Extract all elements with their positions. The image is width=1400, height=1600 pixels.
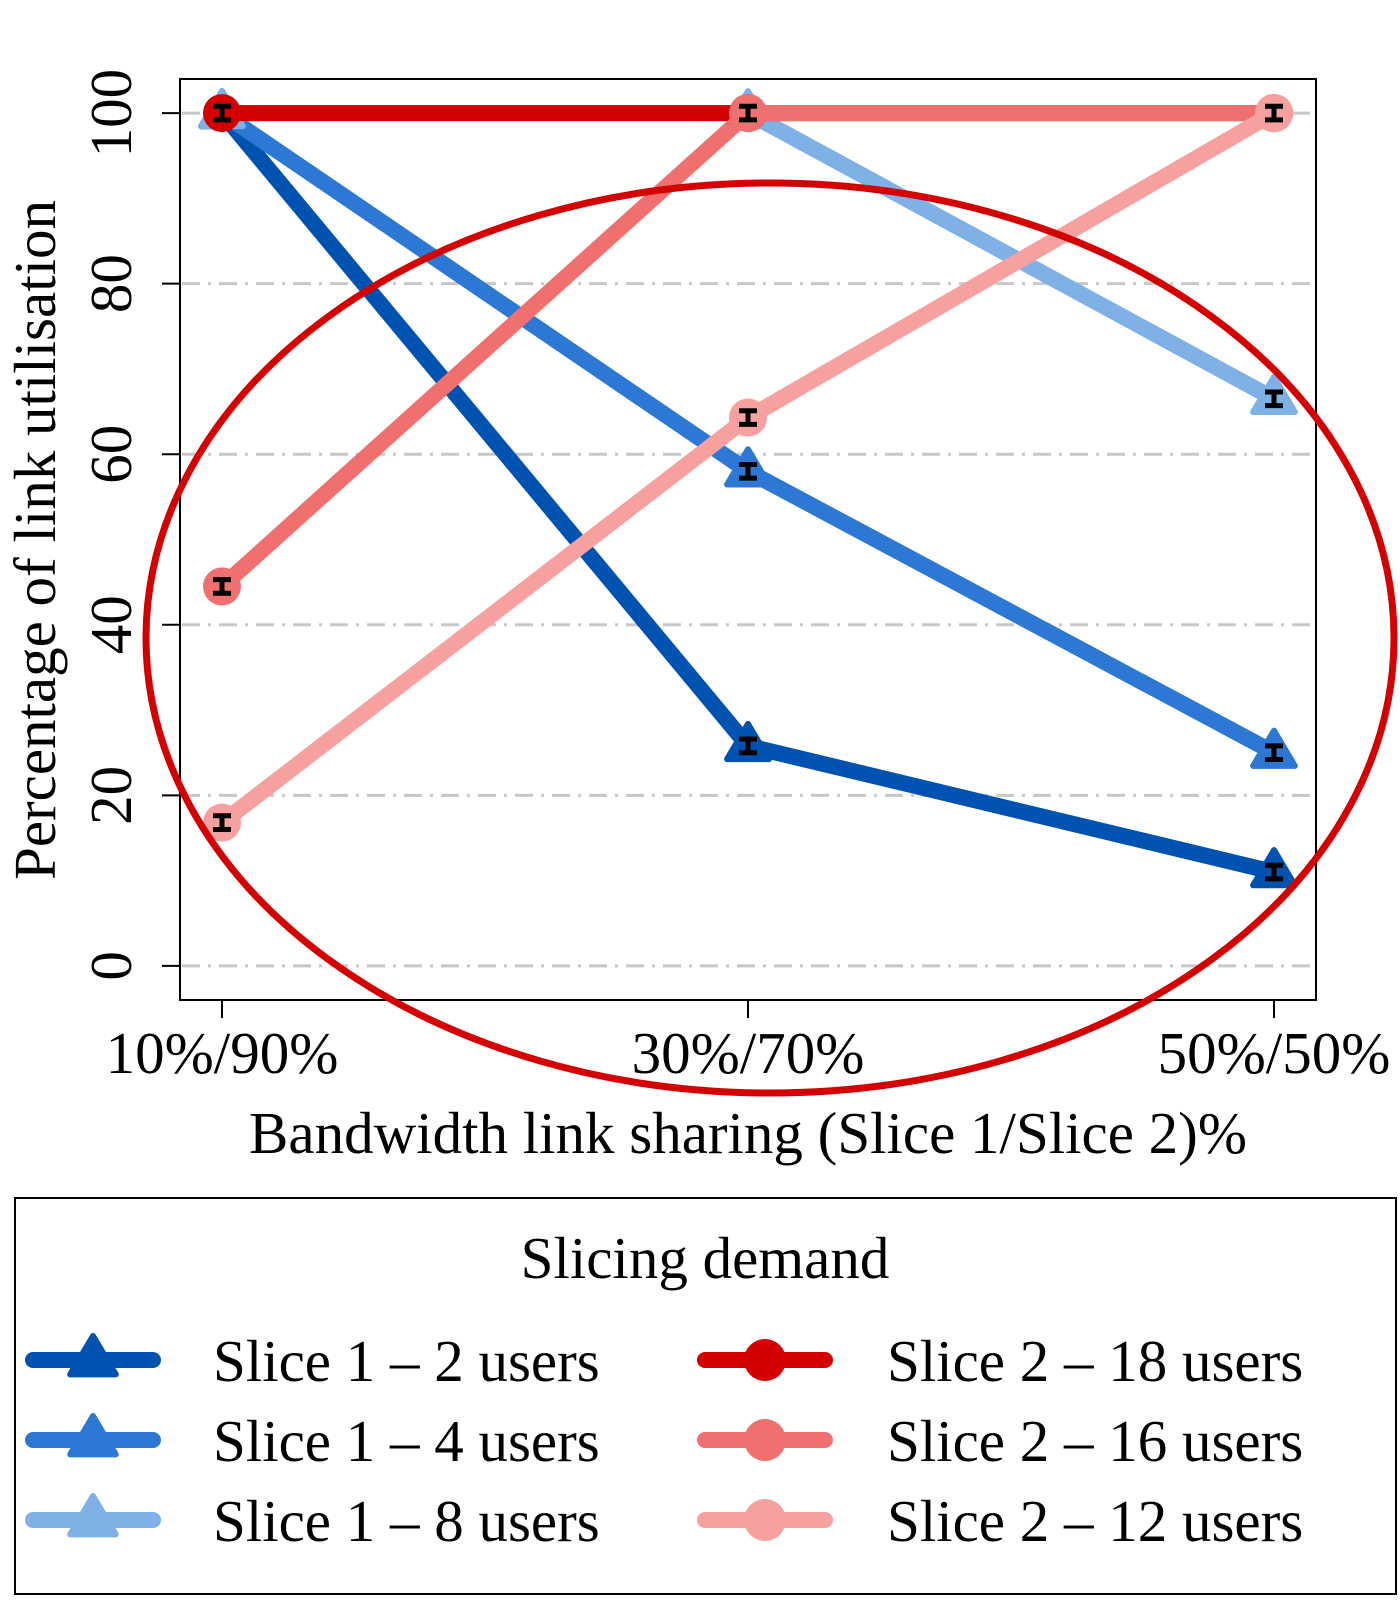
legend-item-slice-1-4-users: Slice 1 – 4 users [25,1408,600,1474]
legend-swatch-marker [744,1339,786,1381]
y-tick-label: 20 [78,766,144,825]
legend-label: Slice 1 – 2 users [213,1328,600,1394]
legend-swatch-marker [67,1493,119,1538]
y-tick-label: 60 [78,425,144,484]
legend-item-slice-2-18-users: Slice 2 – 18 users [697,1328,1303,1394]
y-tick-label: 40 [78,595,144,654]
legend-box [14,1197,1397,1595]
x-tick-label: 50%/50% [1158,1020,1391,1086]
plot-frame [179,78,1317,1001]
legend-swatch-marker [67,1413,119,1458]
legend-label: Slice 1 – 8 users [213,1488,600,1554]
y-tick-label: 80 [78,254,144,313]
y-tick-label: 0 [78,951,144,981]
y-axis-label: Percentage of link utilisation [2,200,68,880]
legend-title: Slicing demand [521,1225,890,1291]
legend-label: Slice 2 – 18 users [887,1328,1303,1394]
legend-label: Slice 1 – 4 users [213,1408,600,1474]
legend-label: Slice 2 – 16 users [887,1408,1303,1474]
y-tick-label: 100 [78,69,144,158]
legend-item-slice-2-12-users: Slice 2 – 12 users [697,1488,1303,1554]
series-slice-2-12-users [203,94,1293,842]
series-slice-1-8-users [198,88,1298,415]
legend-swatch-marker [744,1419,786,1461]
legend-item-slice-2-16-users: Slice 2 – 16 users [697,1408,1303,1474]
legend: Slice 1 – 2 users Slice 1 – 4 users Slice … [25,1328,1303,1554]
x-tick-label: 30%/70% [632,1020,865,1086]
legend-item-slice-1-2-users: Slice 1 – 2 users [25,1328,600,1394]
series-layer [198,88,1298,889]
legend-item-slice-1-8-users: Slice 1 – 8 users [25,1488,600,1554]
axes: 0 20 40 60 80 100 10%/90% 30%/70% 50%/50% [78,69,1390,1086]
x-tick-label: 10%/90% [106,1020,339,1086]
legend-swatch-marker [67,1333,119,1378]
highlight-ellipse [142,179,1398,1097]
legend-label: Slice 2 – 12 users [887,1488,1303,1554]
x-axis-label: Bandwidth link sharing (Slice 1/Slice 2)… [249,1100,1247,1166]
series-slice-2-16-users [203,94,1293,606]
legend-swatch-marker [744,1499,786,1541]
